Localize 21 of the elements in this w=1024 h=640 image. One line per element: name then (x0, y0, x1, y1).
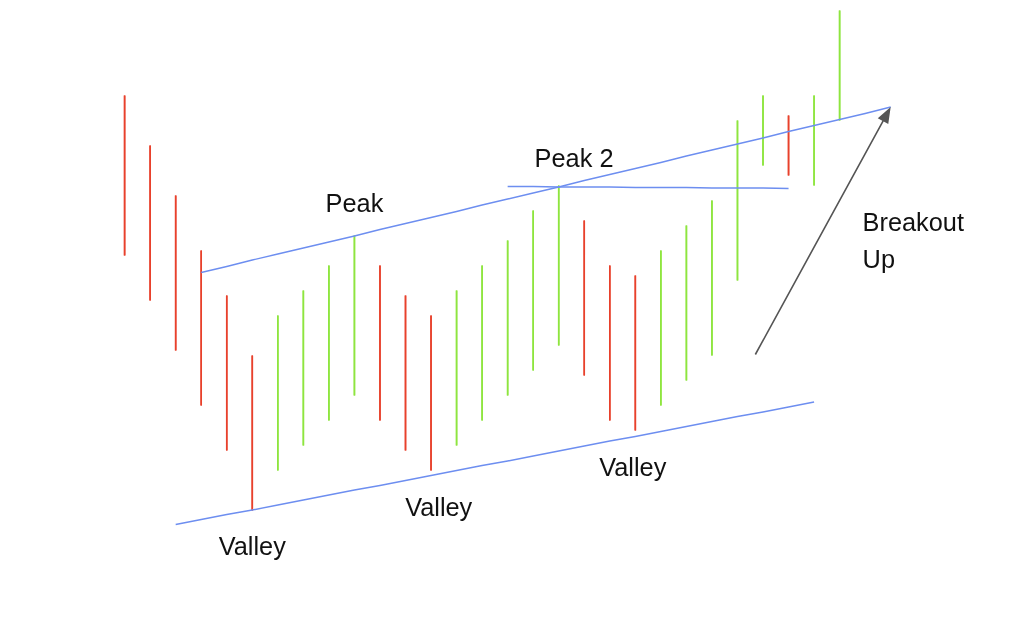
candlestick (277, 314, 279, 472)
candlestick (660, 249, 662, 407)
candlestick (430, 314, 432, 472)
candlestick (379, 264, 381, 422)
annotation: Peak (325, 189, 384, 217)
annotation: Valley (599, 452, 667, 481)
candlestick (813, 94, 815, 187)
candlestick (149, 144, 151, 302)
candlestick (608, 264, 611, 422)
annotation: Peak 2 (534, 144, 614, 172)
candlestick (762, 94, 764, 167)
candlestick (532, 209, 534, 372)
candlestick (481, 264, 483, 422)
candlestick (583, 219, 586, 377)
text: Valley (218, 531, 287, 560)
candlestick (225, 294, 228, 452)
candlestick (711, 199, 713, 357)
annotation: Breakout Up (862, 207, 964, 274)
candlestick (200, 249, 203, 407)
annotation: Valley (405, 492, 473, 521)
candlestick (328, 264, 330, 422)
